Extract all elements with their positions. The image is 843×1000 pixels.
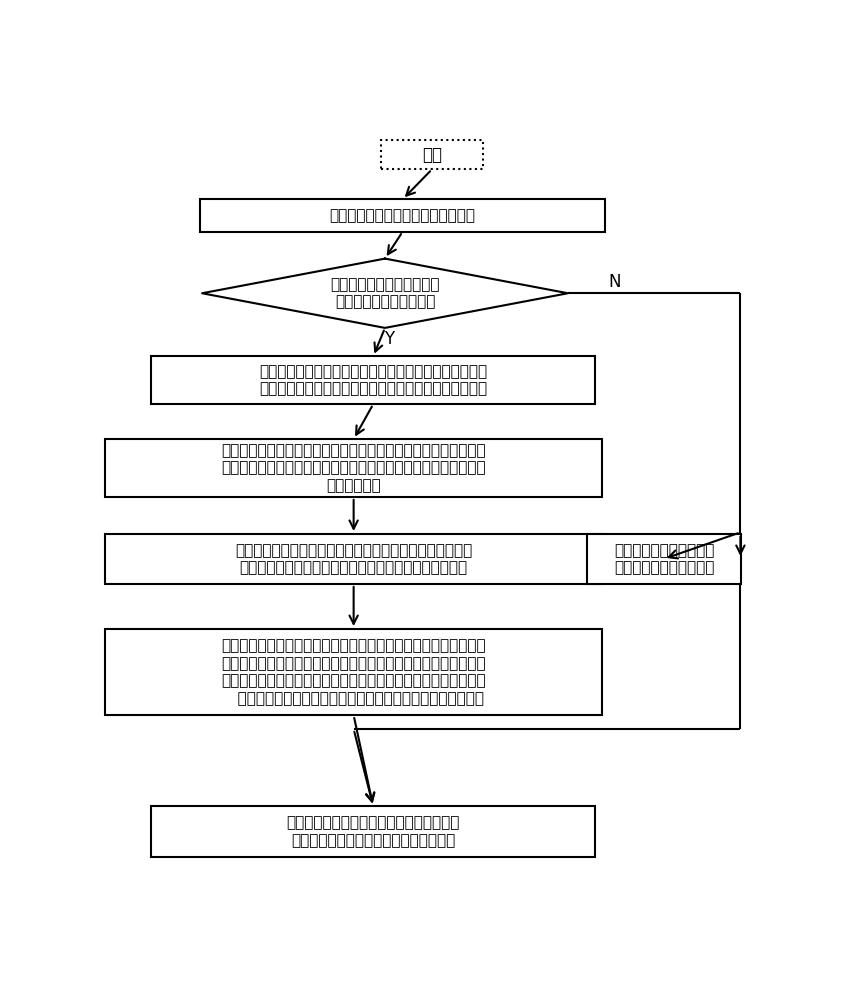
Text: 对冰蓄冷系统对象日冷负荷进行预测: 对冰蓄冷系统对象日冷负荷进行预测 [330, 208, 475, 223]
Bar [105, 439, 602, 497]
Text: Y: Y [384, 330, 395, 348]
Text: 开始: 开始 [422, 146, 442, 164]
Bar [381, 140, 483, 169]
Text: 高峰电价段，采用融冰优先和制冷主机满负荷运行方式，在满足冷
负荷的条件下，选取最少制冷主机以满负荷运行，其余冷负荷由冰
蓄冷系统提供: 高峰电价段，采用融冰优先和制冷主机满负荷运行方式，在满足冷 负荷的条件下，选取最… [222, 443, 486, 493]
Bar [105, 629, 602, 715]
Bar [151, 806, 595, 857]
Text: 平峰电价段，选取冷负荷小于制冷机组总功率的时段，按照冷负荷
从小到大的顺序，若放冷量未超过冰蓄冷系统蓄冷总量，冷负荷由
融冰提供；反之由制冷机组提供的冷量依次由: 平峰电价段，选取冷负荷小于制冷机组总功率的时段，按照冷负荷 从小到大的顺序，若放… [222, 638, 486, 706]
Text: 电力补贴电价段或尖峰电价段，采用融冰优先方式，冰蓄
冷系统以最大放冷功率放冷，其余冷负荷由制冷机组提供: 电力补贴电价段或尖峰电价段，采用融冰优先方式，冰蓄 冷系统以最大放冷功率放冷，其… [259, 364, 487, 396]
Text: 采用部分蓄冷方式，冷负
荷全部由冰蓄冷系统提供: 采用部分蓄冷方式，冷负 荷全部由冰蓄冷系统提供 [614, 543, 714, 575]
Bar [105, 534, 602, 584]
Bar [200, 199, 605, 232]
Bar [588, 534, 741, 584]
Text: 平峰电价段，首先选取冷负荷超过制冷机组总功率的时段，
以制冷主机优先供冷，不足部分通过冰蓄冷系统融冰提供: 平峰电价段，首先选取冷负荷超过制冷机组总功率的时段， 以制冷主机优先供冷，不足部… [235, 543, 472, 575]
Text: N: N [609, 273, 621, 291]
Bar [151, 356, 595, 404]
Text: 电价低谷期，冰蓄冷系统按照最大蓄冷功率
进行蓄冷，蓄冷量为其提供的冷负荷总和: 电价低谷期，冰蓄冷系统按照最大蓄冷功率 进行蓄冷，蓄冷量为其提供的冷负荷总和 [287, 815, 460, 848]
Text: 对象日冷负荷总量超过所需
冰蓄冷系统的蓄冷量比例: 对象日冷负荷总量超过所需 冰蓄冷系统的蓄冷量比例 [330, 277, 440, 309]
